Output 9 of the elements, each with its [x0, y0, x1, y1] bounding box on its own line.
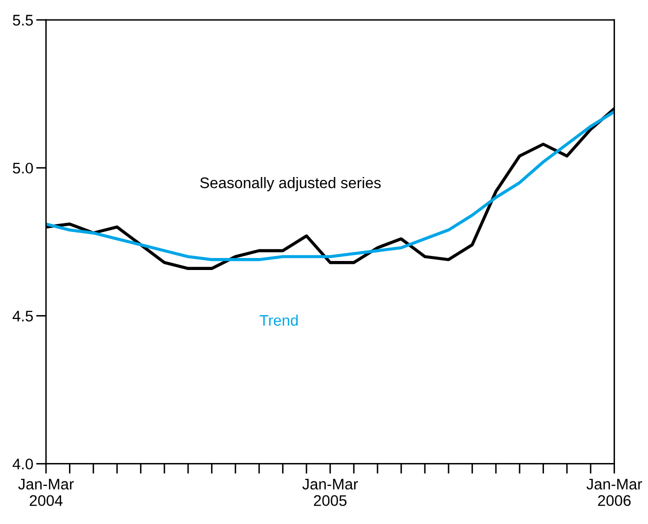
x-tick-label: Jan-Mar 2004	[18, 478, 74, 506]
text: Seasonally adjusted series	[200, 177, 381, 192]
y-tick-label: 4.5	[12, 310, 33, 322]
text: Trend	[260, 314, 298, 326]
y-tick-label: 5.5	[12, 14, 33, 26]
y-tick-label: 4.0	[12, 458, 33, 470]
y-tick-label: 5.0	[12, 162, 33, 174]
x-tick-label: Jan-Mar 2006	[586, 478, 642, 506]
x-tick-label: Jan-Mar 2005	[302, 478, 358, 506]
